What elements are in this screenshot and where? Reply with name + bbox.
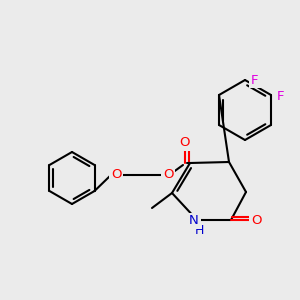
Text: O: O xyxy=(180,136,190,149)
Text: N: N xyxy=(189,214,199,227)
Text: F: F xyxy=(277,91,285,103)
Text: O: O xyxy=(251,214,261,226)
Text: O: O xyxy=(111,169,121,182)
Text: F: F xyxy=(251,74,259,86)
Text: O: O xyxy=(163,169,173,182)
Text: H: H xyxy=(194,224,204,236)
